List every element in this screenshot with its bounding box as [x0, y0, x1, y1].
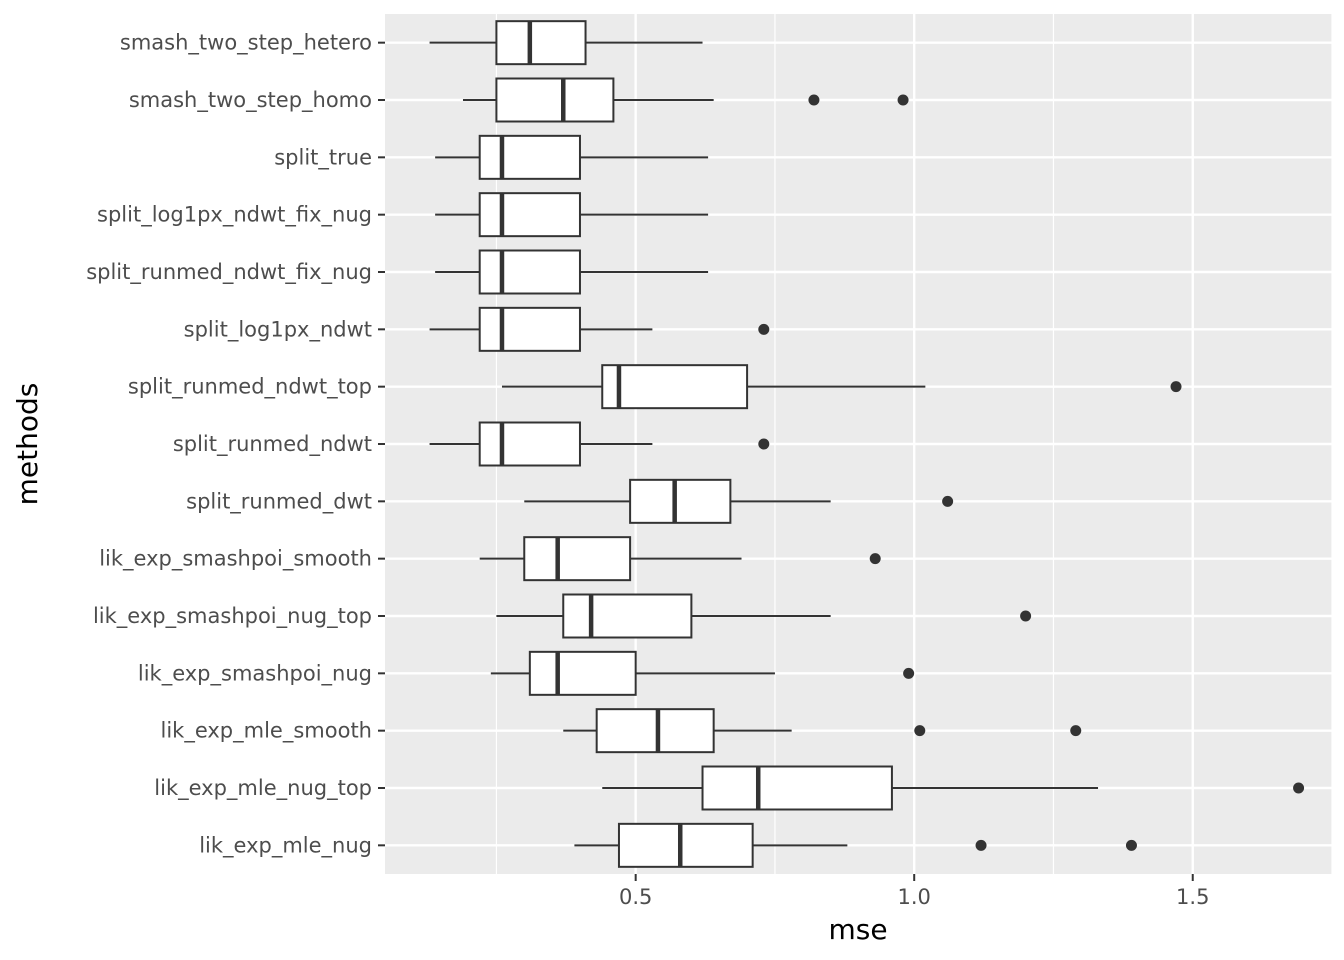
y-tick-label: split_runmed_dwt	[186, 489, 372, 514]
y-tick-label: lik_exp_mle_smooth	[161, 719, 373, 744]
box-iqr	[478, 192, 581, 238]
box-split_log1px_ndwt	[429, 306, 770, 352]
y-tick-label: split_log1px_ndwt_fix_nug	[97, 203, 372, 228]
box-smash_two_step_hetero	[429, 20, 703, 66]
box-lik_exp_mle_smooth	[563, 708, 1082, 754]
outlier-point	[758, 323, 770, 335]
outlier-point	[1020, 610, 1032, 622]
box-iqr	[701, 765, 893, 811]
outlier-point	[914, 725, 926, 737]
y-tick-label: split_runmed_ndwt_top	[128, 375, 372, 400]
x-axis-title: mse	[828, 913, 887, 946]
box-iqr	[629, 478, 732, 524]
y-tick-label: lik_exp_mle_nug	[199, 833, 372, 858]
y-axis-title: methods	[11, 383, 44, 506]
x-tick-label: 0.5	[619, 885, 652, 909]
outlier-point	[808, 94, 820, 106]
box-lik_exp_smashpoi_nug_top	[496, 593, 1032, 639]
outlier-point	[1170, 381, 1182, 393]
box-iqr	[495, 77, 615, 123]
outlier-point	[897, 94, 909, 106]
outlier-point	[758, 438, 770, 450]
box-lik_exp_mle_nug_top	[602, 765, 1305, 811]
y-tick-label: split_log1px_ndwt	[184, 317, 372, 342]
box-split_log1px_ndwt_fix_nug	[435, 192, 709, 238]
box-iqr	[595, 708, 715, 754]
y-tick-label: lik_exp_smashpoi_nug_top	[93, 604, 372, 629]
box-iqr	[528, 650, 637, 696]
y-axis: smash_two_step_hetero smash_two_step_homo…	[86, 31, 385, 858]
y-tick-label: lik_exp_smashpoi_smooth	[99, 547, 372, 572]
x-axis: 0.5 1.0 1.5	[619, 874, 1209, 909]
x-tick-label: 1.0	[898, 885, 931, 909]
box-lik_exp_mle_nug	[574, 822, 1137, 868]
outlier-point	[903, 667, 915, 679]
y-tick-label: split_true	[274, 145, 372, 170]
y-tick-label: split_runmed_ndwt_fix_nug	[86, 260, 372, 285]
box-iqr	[617, 822, 754, 868]
outlier-point	[1070, 725, 1082, 737]
y-tick-label: split_runmed_ndwt	[173, 432, 372, 457]
box-split_runmed_ndwt_top	[501, 364, 1182, 410]
box-split_runmed_ndwt	[429, 421, 770, 467]
box-series	[429, 20, 1305, 868]
box-split_true	[435, 134, 709, 180]
box-iqr	[562, 593, 693, 639]
box-iqr	[478, 421, 581, 467]
box-iqr	[523, 536, 632, 582]
box-iqr	[495, 20, 587, 66]
box-lik_exp_smashpoi_nug	[490, 650, 915, 696]
y-tick-label: lik_exp_mle_nug_top	[154, 776, 372, 801]
outlier-point	[1293, 782, 1305, 794]
box-iqr	[478, 134, 581, 180]
outlier-point	[1125, 839, 1137, 851]
box-split_runmed_ndwt_fix_nug	[435, 249, 709, 295]
outlier-point	[942, 495, 954, 507]
x-tick-label: 1.5	[1176, 885, 1209, 909]
y-tick-label: smash_two_step_hetero	[120, 31, 372, 56]
box-split_runmed_dwt	[524, 478, 954, 524]
box-iqr	[478, 249, 581, 295]
y-tick-label: lik_exp_smashpoi_nug	[138, 661, 372, 686]
box-iqr	[478, 306, 581, 352]
box-smash_two_step_homo	[462, 77, 909, 123]
y-tick-label: smash_two_step_homo	[129, 88, 372, 113]
outlier-point	[869, 553, 881, 565]
box-lik_exp_smashpoi_smooth	[479, 536, 881, 582]
box-iqr	[601, 364, 749, 410]
outlier-point	[975, 839, 987, 851]
